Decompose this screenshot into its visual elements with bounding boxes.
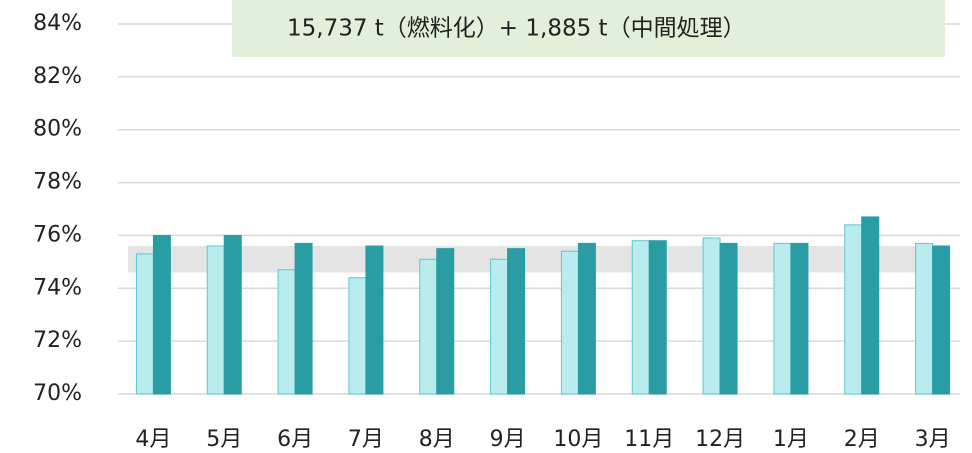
bar (560, 250, 579, 395)
bar (648, 240, 667, 395)
bar (507, 248, 526, 395)
y-tick-label: 82% (33, 64, 82, 89)
bar (206, 245, 225, 395)
x-tick-label: 3月 (915, 427, 951, 452)
annotation: 15,737 t（燃料化）+ 1,885 t（中間処理） (287, 16, 746, 42)
y-tick-label: 80% (33, 117, 82, 142)
bar (277, 269, 296, 395)
bar (631, 240, 650, 395)
x-tick-label: 1月 (773, 427, 809, 452)
y-tick-label: 78% (33, 170, 82, 195)
x-tick-label: 10月 (553, 427, 603, 452)
bar (844, 224, 863, 395)
x-tick-label: 6月 (277, 427, 313, 452)
bar (577, 242, 596, 395)
x-tick-label: 9月 (490, 427, 526, 452)
y-tick-label: 84% (33, 11, 82, 36)
bar (790, 242, 809, 395)
x-tick-label: 11月 (624, 427, 674, 452)
annotation-box (232, 0, 945, 57)
bar (223, 234, 242, 395)
x-tick-label: 7月 (348, 427, 384, 452)
bar (365, 245, 384, 395)
bar (348, 277, 367, 395)
x-tick-label: 5月 (206, 427, 242, 452)
bar (861, 216, 880, 395)
bar (702, 237, 721, 395)
x-tick-label: 8月 (419, 427, 455, 452)
y-tick-label: 74% (33, 275, 82, 300)
x-tick-label: 4月 (135, 427, 171, 452)
bar (419, 258, 438, 395)
reference-band (128, 246, 950, 273)
bar (915, 242, 934, 395)
y-tick-label: 70% (33, 381, 82, 406)
y-tick-label: 76% (33, 222, 82, 247)
bar (490, 258, 509, 395)
x-tick-label: 12月 (695, 427, 745, 452)
bar (152, 234, 171, 395)
x-tick-label: 2月 (844, 427, 880, 452)
bar (436, 248, 455, 395)
bar (773, 242, 792, 395)
y-tick-label: 72% (33, 328, 82, 353)
bar (932, 245, 951, 395)
bar (135, 253, 154, 395)
bar (294, 242, 313, 395)
bar (719, 242, 738, 395)
